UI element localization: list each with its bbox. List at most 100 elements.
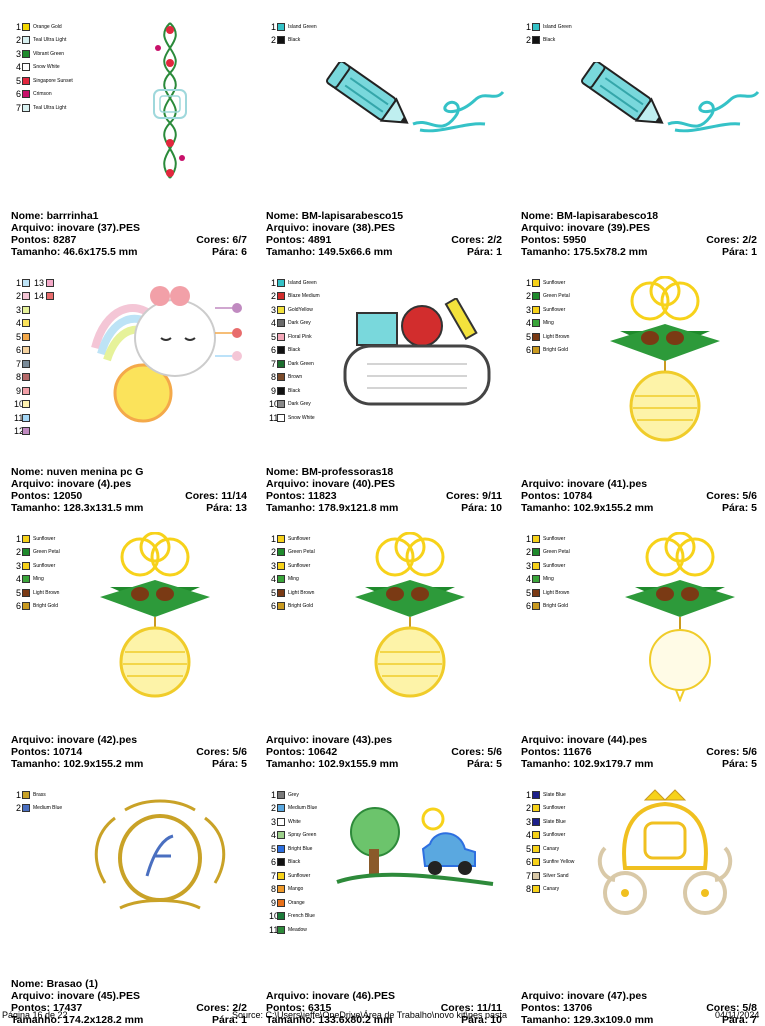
color-number: 8 bbox=[525, 884, 531, 895]
color-number: 2 bbox=[270, 35, 276, 46]
color-chip bbox=[22, 305, 30, 314]
color-number: 5 bbox=[270, 843, 276, 854]
color-number: 8 bbox=[270, 372, 276, 383]
color-number: 1 bbox=[525, 789, 531, 800]
color-name: Canary bbox=[543, 886, 560, 893]
design-preview-image bbox=[140, 18, 200, 193]
color-name: Grey bbox=[288, 791, 299, 798]
color-name: Crimson bbox=[33, 91, 52, 98]
design-preview-image bbox=[620, 531, 740, 707]
color-chip bbox=[532, 36, 540, 45]
color-chip bbox=[22, 319, 30, 328]
color-swatch-row: 10 Dark Grey bbox=[269, 398, 320, 412]
color-number: 2 bbox=[270, 547, 276, 558]
info-row: Arquivo: inovare (42).pes bbox=[11, 734, 247, 746]
color-number: 3 bbox=[270, 560, 276, 571]
info-row: Pontos: 8287 Cores: 6/7 bbox=[11, 234, 247, 246]
color-chip bbox=[22, 49, 30, 58]
color-name: Singapore Sunset bbox=[33, 77, 73, 84]
color-chip bbox=[532, 844, 540, 853]
design-preview-image bbox=[605, 275, 725, 451]
color-chip bbox=[277, 373, 285, 382]
color-swatch-row: 2 Medium Blue bbox=[269, 802, 317, 816]
color-name: White bbox=[288, 818, 301, 825]
color-chip bbox=[532, 858, 540, 867]
color-chip bbox=[532, 804, 540, 813]
file-name: Arquivo: inovare (39).PES bbox=[521, 222, 650, 234]
color-name: Black bbox=[288, 387, 301, 394]
color-number: 3 bbox=[525, 816, 531, 827]
color-name: Sunflower bbox=[288, 535, 311, 542]
color-number: 6 bbox=[15, 601, 21, 612]
color-number: 5 bbox=[15, 75, 21, 86]
color-name: Black bbox=[288, 37, 301, 44]
color-chip bbox=[46, 278, 55, 287]
color-swatch-row: 7 Sunflower bbox=[269, 869, 317, 883]
color-count: Cores: 5/8 bbox=[706, 1002, 757, 1014]
color-number: 13 bbox=[34, 277, 45, 288]
color-chip bbox=[277, 925, 285, 934]
stop-count: Pára: 5 bbox=[721, 758, 757, 770]
color-chip bbox=[277, 36, 285, 45]
color-chip bbox=[277, 588, 285, 597]
design-info: Nome: Brasao (1) Arquivo: inovare (45).PE… bbox=[11, 978, 247, 1026]
color-chip bbox=[22, 602, 30, 611]
color-chip bbox=[277, 346, 285, 355]
color-chip bbox=[277, 561, 285, 570]
color-chip bbox=[277, 575, 285, 584]
color-swatch-row: 2 Blaze Medium bbox=[269, 290, 320, 304]
color-swatch-row: 1 13 bbox=[14, 276, 55, 290]
color-name: Blaze Medium bbox=[288, 293, 320, 300]
design-info: Arquivo: inovare (47).pes Pontos: 13706 Co… bbox=[521, 990, 757, 1026]
color-chip bbox=[532, 885, 540, 894]
color-name: GoldYellow bbox=[288, 306, 313, 313]
color-number: 1 bbox=[270, 277, 276, 288]
color-chip bbox=[532, 817, 540, 826]
color-chip bbox=[277, 602, 285, 611]
color-name: Sunflower bbox=[288, 872, 311, 879]
stop-count: Pára: 5 bbox=[211, 758, 247, 770]
color-chip bbox=[277, 332, 285, 341]
color-name: Bright Gold bbox=[288, 603, 314, 610]
color-number: 10 bbox=[269, 911, 280, 922]
design-preview-image bbox=[335, 804, 495, 899]
stitch-count: Pontos: 11676 bbox=[521, 746, 592, 758]
color-name: Bright Blue bbox=[288, 845, 313, 852]
design-card: 1 Brass 2 Medium Blue Nome: Brasao (1) Arqui… bbox=[0, 768, 255, 1026]
color-chip bbox=[22, 22, 30, 31]
color-name: Sunflower bbox=[33, 535, 56, 542]
color-number: 7 bbox=[15, 358, 21, 369]
color-chip bbox=[277, 831, 285, 840]
color-chip bbox=[277, 790, 285, 799]
color-list: 1 Sunflower 2 Green Petal 3 Sunflower 4 Ming 5 Li… bbox=[524, 532, 570, 613]
print-date: 04/11/2024 bbox=[715, 1010, 760, 1020]
color-number: 6 bbox=[525, 857, 531, 868]
color-list: 1 Slate Blue 2 Sunflower 3 Slate Blue 4 Sunflow… bbox=[524, 788, 574, 896]
color-chip bbox=[22, 400, 30, 409]
file-name: Arquivo: inovare (45).PES bbox=[11, 990, 140, 1002]
color-number: 5 bbox=[15, 331, 21, 342]
color-chip bbox=[532, 278, 540, 287]
color-name: Black bbox=[543, 37, 556, 44]
stop-count: Pára: 1 bbox=[721, 246, 757, 258]
color-chip bbox=[277, 858, 285, 867]
color-swatch-row: 1 Orange Gold bbox=[14, 20, 73, 34]
color-name: Brown bbox=[288, 374, 303, 381]
color-swatch-row: 3 Slate Blue bbox=[524, 815, 574, 829]
color-chip bbox=[277, 278, 285, 287]
color-list: 1 Sunflower 2 Green Petal 3 Sunflower 4 Ming 5 Li… bbox=[14, 532, 60, 613]
color-number: 6 bbox=[15, 89, 21, 100]
color-chip bbox=[532, 575, 540, 584]
color-number: 4 bbox=[270, 318, 276, 329]
color-number: 7 bbox=[270, 870, 276, 881]
color-name: Light Brown bbox=[288, 589, 315, 596]
color-chip bbox=[22, 413, 30, 422]
color-swatch-row: 4 bbox=[14, 317, 54, 331]
color-number: 7 bbox=[15, 102, 21, 113]
color-chip bbox=[277, 319, 285, 328]
color-number: 2 bbox=[525, 803, 531, 814]
color-chip bbox=[22, 63, 30, 72]
color-chip bbox=[532, 548, 540, 557]
color-swatch-row: 6 Bright Gold bbox=[524, 344, 570, 358]
color-swatch-row: 6 Bright Gold bbox=[524, 600, 570, 614]
